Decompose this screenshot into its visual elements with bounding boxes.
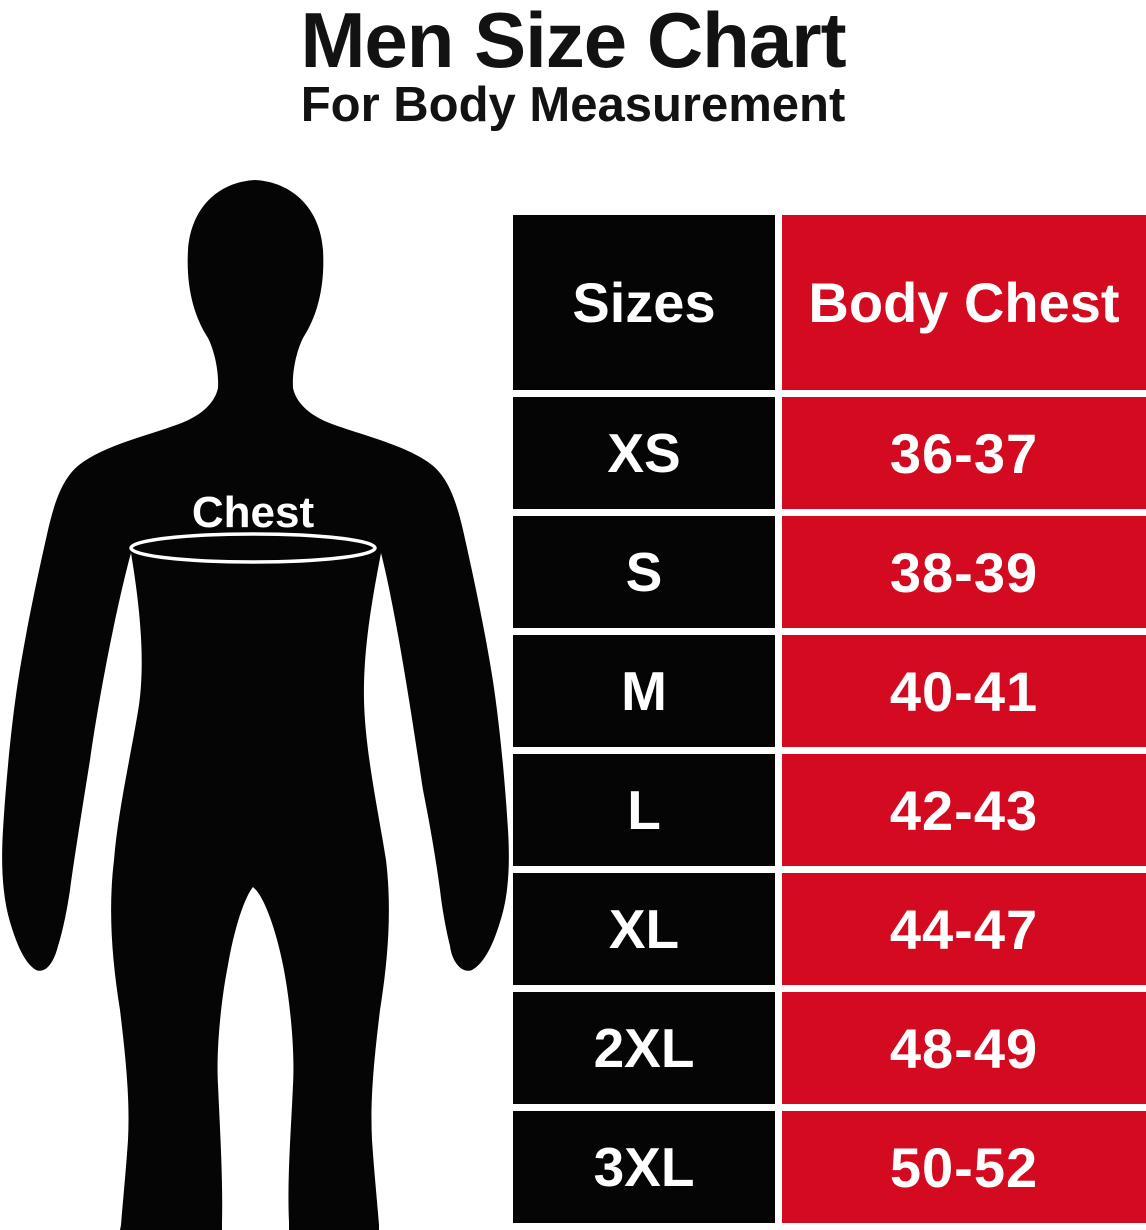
chest-range-cell-xs: 36-37 — [782, 397, 1146, 509]
size-cell-s: S — [513, 516, 775, 628]
chest-range-cell-3xl: 50-52 — [782, 1111, 1146, 1223]
body-silhouette — [2, 180, 509, 1230]
page-subtitle: For Body Measurement — [300, 78, 846, 132]
size-cell-xl: XL — [513, 873, 775, 985]
column-header-body-chest: Body Chest — [782, 215, 1146, 390]
chest-range-cell-2xl: 48-49 — [782, 992, 1146, 1104]
chest-label: Chest — [192, 488, 315, 537]
size-cell-3xl: 3XL — [513, 1111, 775, 1223]
size-cell-l: L — [513, 754, 775, 866]
page-header: Men Size Chart For Body Measurement — [0, 0, 1146, 130]
man-silhouette-graphic: Chest — [2, 180, 509, 1230]
page-title: Men Size Chart — [300, 0, 846, 84]
size-cell-2xl: 2XL — [513, 992, 775, 1104]
chest-range-cell-m: 40-41 — [782, 635, 1146, 747]
size-table: Sizes Body Chest XS 36-37 S 38-39 M 40-4… — [513, 215, 1146, 1223]
chest-range-cell-xl: 44-47 — [782, 873, 1146, 985]
column-header-sizes: Sizes — [513, 215, 775, 390]
chest-range-cell-s: 38-39 — [782, 516, 1146, 628]
size-cell-xs: XS — [513, 397, 775, 509]
body-measurement-figure: Chest — [0, 170, 520, 1230]
size-cell-m: M — [513, 635, 775, 747]
chest-range-cell-l: 42-43 — [782, 754, 1146, 866]
chest-measurement-ellipse — [129, 532, 377, 564]
